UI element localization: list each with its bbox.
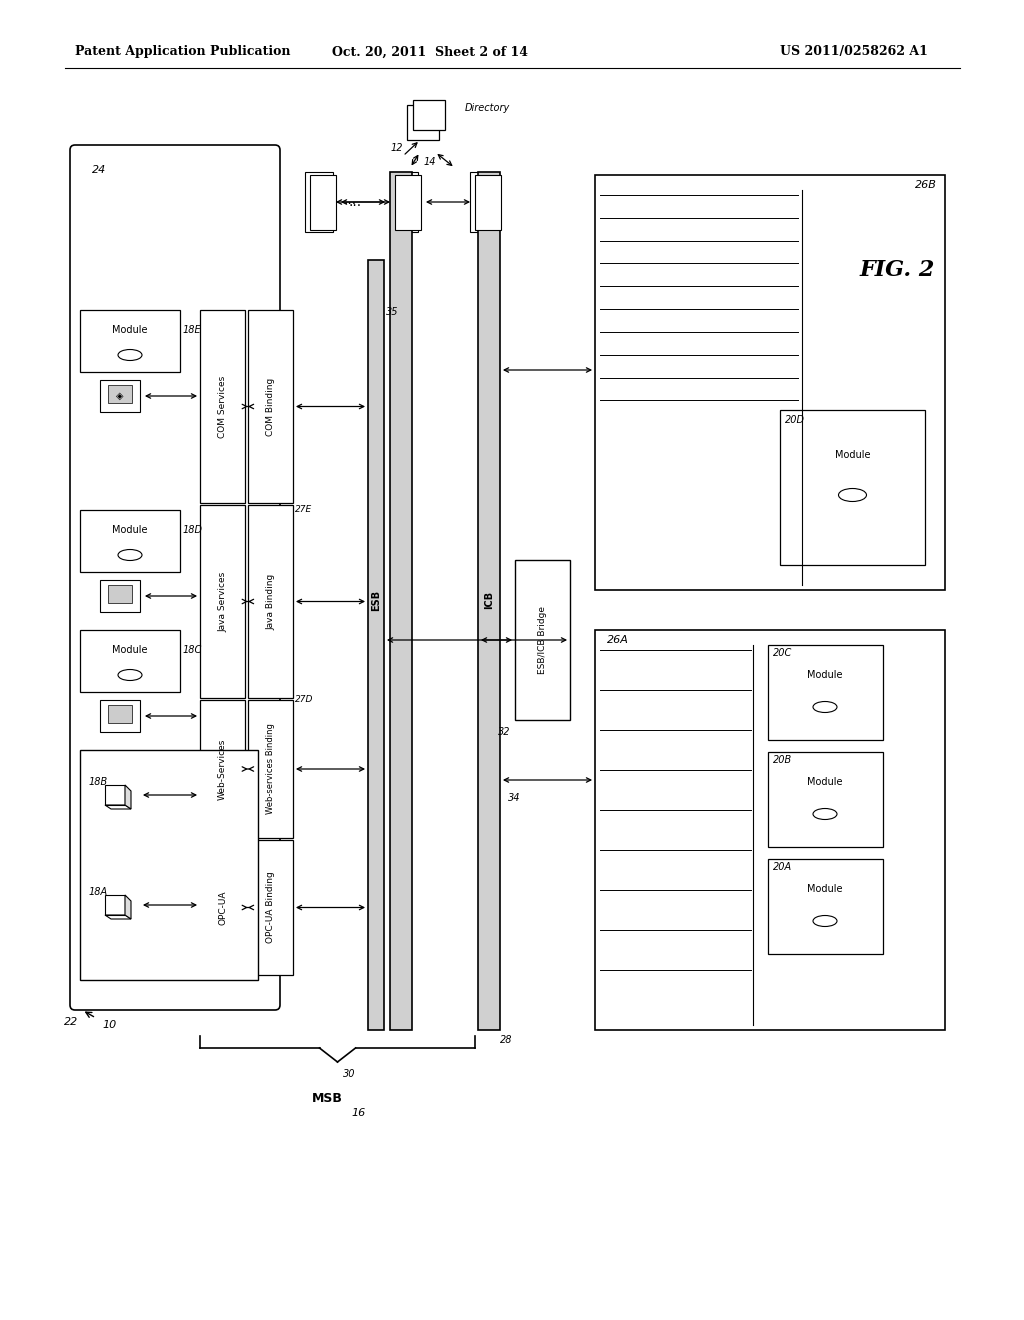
Text: 32: 32 [498,727,510,737]
Bar [80,630,180,692]
Bar [595,630,945,1030]
Bar [470,172,498,232]
Bar [390,172,418,232]
Text: ESB/ICB Bridge: ESB/ICB Bridge [538,606,547,675]
Text: COM Services: COM Services [218,375,227,438]
FancyBboxPatch shape [70,145,280,1010]
Ellipse shape [813,916,837,927]
Text: ESB: ESB [371,590,381,611]
Bar [80,310,180,372]
Bar [80,750,258,979]
Text: Module: Module [835,450,870,459]
Bar [407,106,439,140]
Text: Module: Module [113,645,147,655]
Bar [248,700,293,838]
Bar [413,100,445,129]
Text: ICB: ICB [484,591,494,609]
Text: 26B: 26B [915,180,937,190]
Bar [310,176,336,230]
Text: Java Binding: Java Binding [266,573,275,630]
Text: US 2011/0258262 A1: US 2011/0258262 A1 [780,45,928,58]
Text: 10: 10 [102,1020,117,1030]
Text: 18C: 18C [183,645,203,655]
Bar [478,172,500,1030]
Text: 12: 12 [391,143,403,153]
Text: 34: 34 [508,793,520,803]
Bar [200,310,245,503]
Text: 22: 22 [63,1016,78,1027]
Ellipse shape [813,808,837,820]
Text: Module: Module [113,525,147,535]
Bar [768,752,883,847]
Bar [200,506,245,698]
Text: 18E: 18E [183,325,202,335]
Text: 20A: 20A [772,862,792,873]
Text: 18D: 18D [183,525,203,535]
Bar [100,700,140,733]
Text: 27E: 27E [295,506,312,515]
Text: Patent Application Publication: Patent Application Publication [75,45,291,58]
Text: MSB: MSB [312,1092,343,1105]
Ellipse shape [813,701,837,713]
Text: 30: 30 [342,1069,355,1078]
Bar [768,645,883,741]
Text: OPC-UA: OPC-UA [218,890,227,925]
Bar [768,859,883,954]
Bar [780,411,925,565]
Bar [368,260,384,1030]
Bar [475,176,501,230]
Text: FIG. 2: FIG. 2 [860,259,935,281]
Ellipse shape [839,488,866,502]
Text: 28: 28 [500,1035,512,1045]
Text: OPC-UA Binding: OPC-UA Binding [266,871,275,944]
Polygon shape [125,895,131,919]
Text: Directory: Directory [465,103,510,114]
Ellipse shape [118,350,142,360]
Bar [108,705,132,723]
Bar [248,506,293,698]
Text: ...: ... [343,193,356,207]
Text: 18A: 18A [89,887,108,898]
Text: 26A: 26A [607,635,629,645]
Text: Module: Module [807,777,843,787]
Text: Module: Module [113,325,147,335]
Bar [595,176,945,590]
Bar [395,176,421,230]
Text: ...: ... [348,195,361,209]
Polygon shape [125,785,131,809]
Bar [200,700,245,838]
Text: ◈: ◈ [117,391,124,401]
Bar [80,510,180,572]
Text: COM Binding: COM Binding [266,378,275,436]
Text: 16: 16 [351,1107,366,1118]
Bar [248,840,293,975]
Bar [108,385,132,403]
Bar [390,172,412,1030]
Text: Oct. 20, 2011  Sheet 2 of 14: Oct. 20, 2011 Sheet 2 of 14 [332,45,528,58]
Bar [100,380,140,412]
Bar [515,560,570,719]
Ellipse shape [118,669,142,681]
Text: Java Services: Java Services [218,572,227,632]
Ellipse shape [118,549,142,561]
Text: 24: 24 [92,165,106,176]
Text: Module: Module [807,884,843,894]
Bar [100,579,140,612]
Bar [305,172,333,232]
Text: Module: Module [807,671,843,680]
Text: 20C: 20C [772,648,792,657]
Text: 14: 14 [424,157,436,168]
Bar [248,310,293,503]
Text: 18B: 18B [89,777,108,787]
Text: 35: 35 [386,308,398,317]
Text: 27D: 27D [295,696,313,705]
Text: Web-services Binding: Web-services Binding [266,723,275,814]
Bar [108,585,132,603]
Text: 20B: 20B [772,755,792,766]
Text: 20D: 20D [785,414,805,425]
Bar [200,840,245,975]
Text: Web-Services: Web-Services [218,738,227,800]
